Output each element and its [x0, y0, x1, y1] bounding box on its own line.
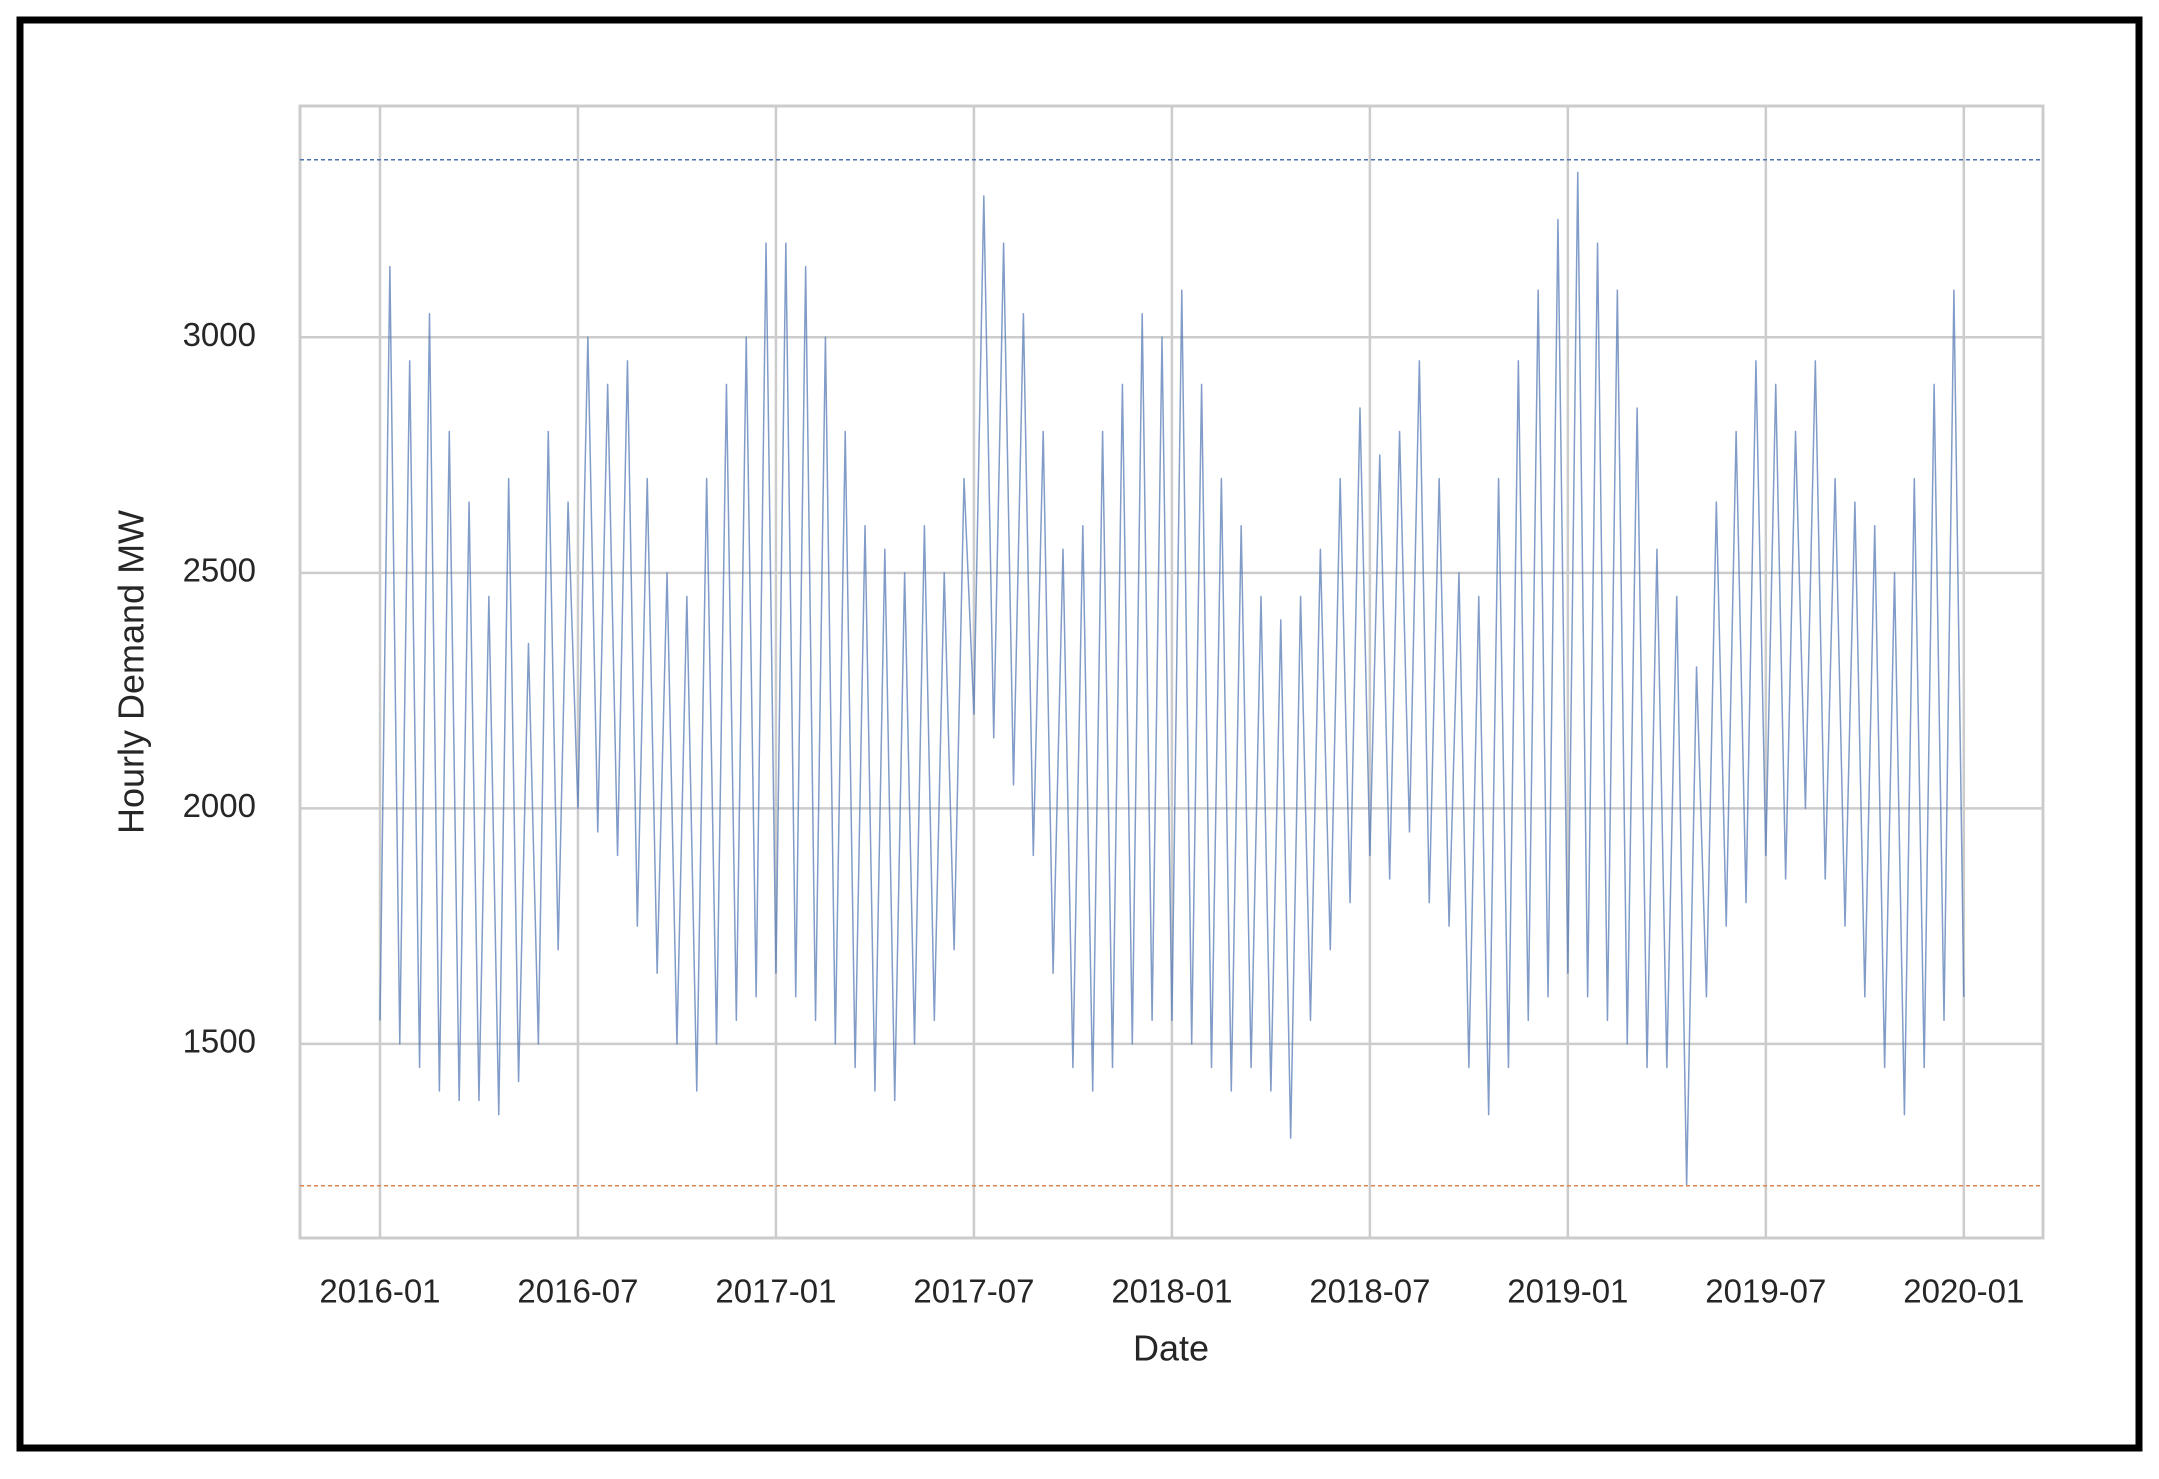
y-tick-label: 2000	[183, 787, 256, 824]
x-tick-label: 2018-01	[1111, 1273, 1232, 1310]
x-tick-label: 2020-01	[1903, 1273, 2024, 1310]
x-tick-label: 2018-07	[1309, 1273, 1430, 1310]
plot-frame	[298, 104, 2045, 1240]
y-tick-label: 3000	[183, 316, 256, 353]
y-tick-label: 2500	[183, 552, 256, 589]
x-tick-label: 2017-07	[913, 1273, 1034, 1310]
x-axis-label: Date	[1133, 1328, 1209, 1369]
x-tick-label: 2019-07	[1705, 1273, 1826, 1310]
x-tick-label: 2016-07	[517, 1273, 638, 1310]
y-tick-label: 1500	[183, 1023, 256, 1060]
x-tick-label: 2019-01	[1507, 1273, 1628, 1310]
demand-line	[379, 171, 1965, 1186]
y-axis-label: Hourly Demand MW	[111, 510, 152, 834]
x-tick-label: 2017-01	[715, 1273, 836, 1310]
x-tick-label: 2016-01	[319, 1273, 440, 1310]
